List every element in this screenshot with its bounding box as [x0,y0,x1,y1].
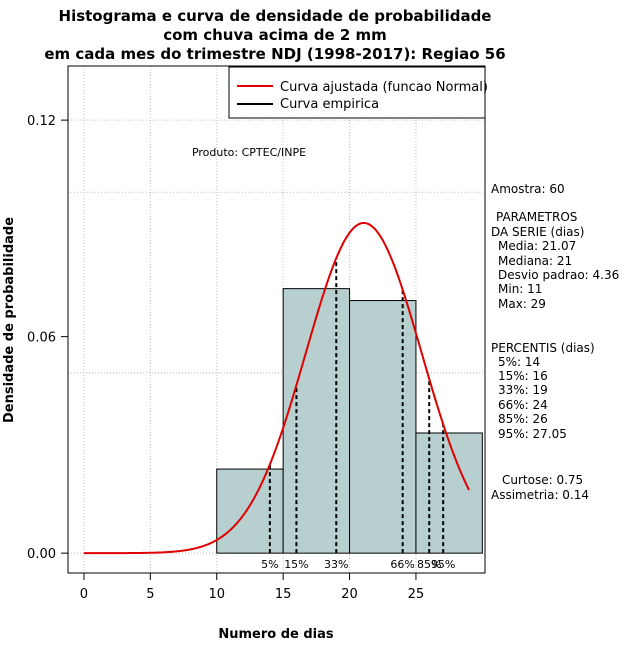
histogram-bar [415,432,483,554]
legend-label-empirical: Curva empirica [280,97,379,112]
stats-panel: Amostra: 60 PARAMETROS DA SERIE (dias) M… [491,182,619,502]
product-note: Produto: CPTEC/INPE [192,146,306,159]
params-title-1: PARAMETROS [496,210,577,224]
percentile-lines: 5% 15% 33% 66% 85%95% [261,258,455,571]
stat-min: Min: 11 [498,282,542,296]
normal-curve-layer [83,221,470,555]
normal-curve [83,221,470,555]
x-tick-label: 25 [408,587,425,602]
y-tick-label: 0.00 [27,547,56,562]
x-tick-label: 0 [80,587,88,602]
stat-mean: Media: 21.07 [498,239,576,253]
histogram-bar [216,468,284,554]
stat-p66: 66%: 24 [498,398,548,412]
x-axis: 0 5 10 15 20 25 [80,572,425,602]
stat-p5: 5%: 14 [498,355,540,369]
percentile-label: 95% [431,558,455,571]
y-axis: 0.00 0.06 0.12 [27,114,69,562]
stat-sd: Desvio padrao: 4.36 [498,268,619,282]
percentiles-title: PERCENTIS (dias) [491,341,595,355]
stat-p85: 85%: 26 [498,412,548,426]
percentile-label: 66% [390,558,414,571]
percentile-label: 85% [417,558,441,571]
x-axis-label: Numero de dias [218,627,334,642]
legend-label-normal: Curva ajustada (funcao Normal) [280,80,488,95]
x-tick-label: 20 [341,587,358,602]
y-tick-label: 0.06 [27,331,56,346]
y-tick-label: 0.12 [27,114,56,129]
histogram-bar [282,288,351,554]
percentile-label: 15% [284,558,308,571]
legend: Curva ajustada (funcao Normal) Curva emp… [228,66,488,119]
percentile-label: 5% [261,558,278,571]
stat-p33: 33%: 19 [498,383,548,397]
x-tick-label: 10 [208,587,225,602]
stat-max: Max: 29 [498,297,546,311]
y-axis-label: Densidade de probabilidade [2,217,17,423]
x-tick-label: 15 [275,587,292,602]
chart-title-line-1: Histograma e curva de densidade de proba… [59,7,492,25]
stat-sample: Amostra: 60 [491,182,565,196]
stat-kurtosis: Curtose: 0.75 [502,473,583,487]
histogram-bar [349,300,417,554]
params-title-2: DA SERIE (dias) [491,225,584,239]
stat-p95: 95%: 27.05 [498,427,567,441]
stat-p15: 15%: 16 [498,369,548,383]
legend-box [228,66,486,119]
histogram-bars [216,288,483,554]
chart-title-line-2: com chuva acima de 2 mm [163,26,387,44]
chart-title-line-3: em cada mes do trimestre NDJ (1998-2017)… [44,45,505,63]
stat-skewness: Assimetria: 0.14 [491,488,589,502]
x-tick-label: 5 [146,587,154,602]
stat-median: Mediana: 21 [498,254,572,268]
percentile-label: 33% [324,558,348,571]
